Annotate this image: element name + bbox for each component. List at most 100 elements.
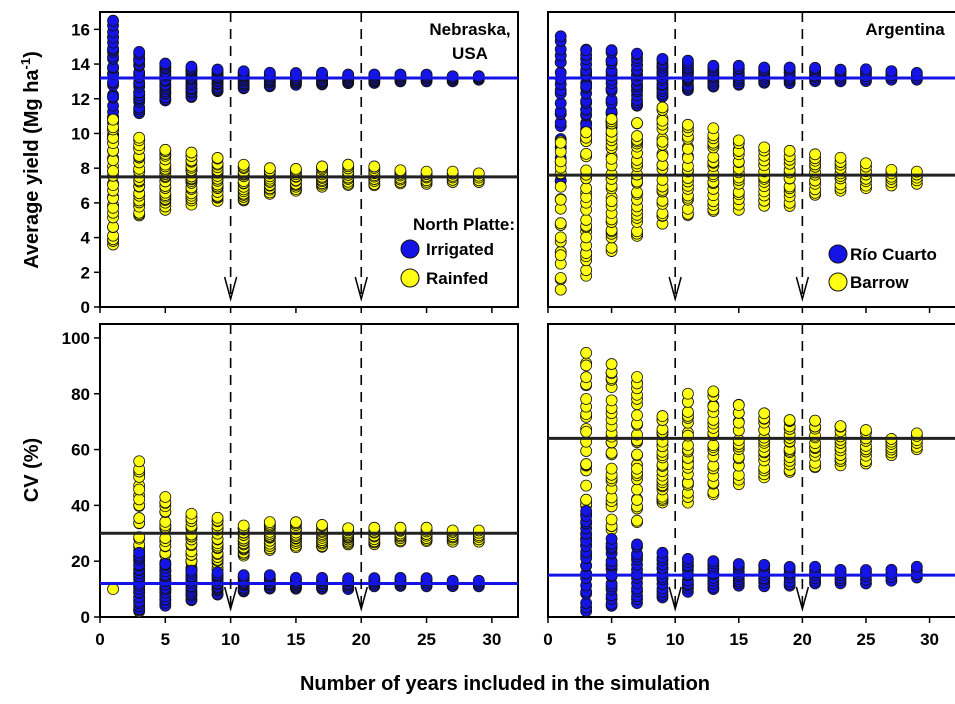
data-point <box>237 65 250 78</box>
legend-label: Irrigated <box>426 240 494 259</box>
data-point <box>580 147 593 160</box>
divider-arrow <box>354 276 368 302</box>
data-point <box>394 521 407 534</box>
data-point <box>159 57 172 70</box>
data-point <box>263 569 276 582</box>
data-point <box>758 558 771 571</box>
data-point <box>732 399 745 412</box>
data-point <box>656 52 669 65</box>
data-point <box>809 148 821 161</box>
data-point <box>133 546 146 559</box>
data-point <box>159 558 172 570</box>
data-point <box>133 131 146 144</box>
data-point <box>237 519 250 532</box>
data-point <box>809 414 821 427</box>
y-axis-title: CV (%) <box>21 438 43 502</box>
legend-label: Rainfed <box>426 269 488 288</box>
data-point <box>732 558 745 570</box>
location-label: USA <box>452 44 488 63</box>
data-point <box>631 130 643 142</box>
data-point <box>211 566 224 579</box>
y-axis-title: Average yield (Mg ha-1) <box>18 51 43 269</box>
divider-arrow <box>223 586 238 612</box>
data-point <box>631 409 643 422</box>
data-point <box>185 564 198 577</box>
data-point <box>554 30 567 43</box>
panel-nebraska_yield: 0 2 4 6 8 10 12 14 16 Average yield (Mg ha-1) Nebr… <box>18 11 519 317</box>
data-point <box>580 214 593 226</box>
y-tick-label: 0 <box>81 298 90 317</box>
data-point <box>185 146 198 159</box>
data-point <box>368 521 381 534</box>
divider-arrow <box>668 586 682 612</box>
data-point <box>133 493 146 506</box>
data-point <box>605 532 618 545</box>
data-point <box>631 448 643 461</box>
data-point <box>580 264 593 277</box>
panel-argentina_cv: 0 5 10 15 20 25 30 <box>543 323 955 649</box>
data-point <box>420 521 433 534</box>
y-tick-label: 12 <box>71 90 90 109</box>
y-tick-label: 8 <box>81 159 90 178</box>
data-point <box>631 494 643 506</box>
series-irrigated <box>107 14 485 145</box>
data-point <box>783 61 796 74</box>
divider-arrow <box>795 586 810 612</box>
legend-marker <box>400 239 420 259</box>
data-point <box>656 114 669 127</box>
data-point <box>185 507 198 520</box>
data-point <box>656 410 669 422</box>
data-point <box>682 142 694 155</box>
data-point <box>133 46 146 58</box>
data-point <box>631 371 643 383</box>
x-tick-label: 15 <box>729 630 748 649</box>
y-tick-label: 2 <box>81 263 90 282</box>
data-point <box>834 420 847 432</box>
x-tick-label: 20 <box>793 630 812 649</box>
data-point <box>834 63 847 76</box>
data-point <box>860 424 872 436</box>
y-tick-label: 40 <box>71 496 90 515</box>
data-point <box>656 101 669 114</box>
y-tick-label: 16 <box>71 20 90 39</box>
x-axis-title: Number of years included in the simulati… <box>300 673 710 695</box>
data-point <box>368 160 381 173</box>
data-point <box>133 483 146 496</box>
data-point <box>580 393 593 405</box>
data-point <box>554 283 567 296</box>
data-point <box>580 346 593 359</box>
data-point <box>860 157 872 170</box>
data-point <box>394 572 407 584</box>
data-point <box>631 538 643 551</box>
data-point <box>133 455 146 468</box>
data-point <box>211 511 224 524</box>
x-tick-label: 0 <box>543 630 552 649</box>
data-point <box>394 164 407 177</box>
data-point <box>860 63 872 76</box>
data-point <box>316 160 328 173</box>
x-tick-label: 0 <box>95 630 104 649</box>
data-point <box>732 59 745 72</box>
y-tick-label: 80 <box>71 385 90 404</box>
data-point <box>758 407 771 420</box>
data-point <box>631 462 643 475</box>
data-point <box>783 414 796 426</box>
data-point <box>656 546 669 559</box>
data-point <box>656 135 669 148</box>
data-point <box>783 561 796 573</box>
data-point <box>290 572 302 584</box>
data-point <box>631 514 643 527</box>
data-point <box>656 150 669 162</box>
data-point <box>682 406 694 418</box>
data-point <box>554 231 567 244</box>
x-tick-label: 10 <box>221 630 240 649</box>
data-point <box>580 371 593 384</box>
legend-marker <box>828 272 848 292</box>
divider-arrow <box>223 276 238 302</box>
data-point <box>707 385 720 398</box>
data-point <box>263 162 276 175</box>
data-point <box>605 446 618 459</box>
data-point <box>554 217 567 230</box>
legend-marker <box>828 244 848 264</box>
plot-frame <box>99 323 519 618</box>
